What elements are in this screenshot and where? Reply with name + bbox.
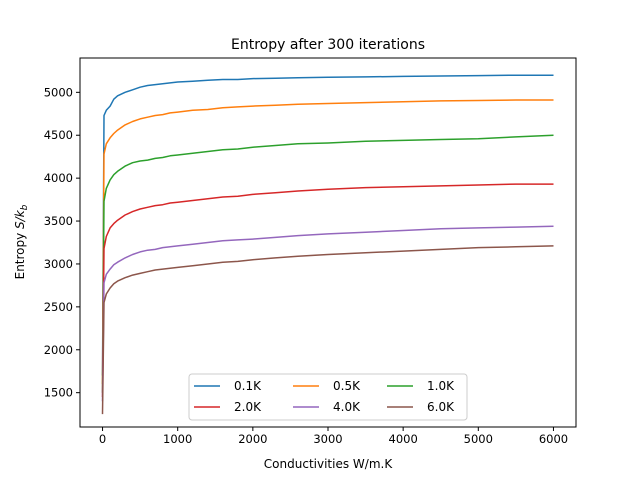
x-tick-label: 4000 [389,432,418,446]
y-axis-label-subscript: b [20,204,30,210]
legend-label: 1.0K [427,379,455,393]
x-tick-label: 5000 [464,432,493,446]
series-line-2-0k [101,183,554,398]
x-tick-label: 2000 [238,432,267,446]
y-axis-label-math: S/k [13,209,27,229]
series-line-6-0k [101,245,554,415]
x-axis-ticks: 0 1000 2000 3000 4000 5000 6000 [99,427,568,446]
legend-box [188,373,468,421]
legend: 0.1K 0.5K 1.0K 2.0K 4.0K 6.0K [188,373,468,421]
plot-area [80,58,576,427]
legend-label: 0.5K [333,379,361,393]
x-tick-label: 0 [99,432,106,446]
series-line-0-1k [101,74,554,376]
y-tick-label: 4500 [44,128,73,142]
legend-label: 2.0K [234,400,262,414]
y-tick-label: 3500 [44,214,73,228]
y-tick-label: 2000 [44,343,73,357]
y-tick-label: 1500 [44,386,73,400]
y-tick-label: 5000 [44,85,73,99]
x-axis-label: Conductivities W/m.K [264,457,394,471]
chart-title: Entropy after 300 iterations [231,37,425,53]
y-axis-label: Entropy S/kb [13,204,30,279]
y-tick-label: 4000 [44,171,73,185]
legend-label: 4.0K [333,400,361,414]
x-tick-label: 1000 [163,432,192,446]
y-axis-ticks: 1500 2000 2500 3000 3500 4000 4500 5000 [44,85,80,400]
x-tick-label: 3000 [313,432,342,446]
legend-label: 0.1K [234,379,262,393]
series-line-4-0k [101,225,554,402]
x-tick-label: 6000 [539,432,568,446]
series-line-1-0k [101,134,554,393]
y-tick-label: 2500 [44,300,73,314]
y-axis-label-prefix: Entropy [13,229,27,279]
y-tick-label: 3000 [44,257,73,271]
legend-label: 6.0K [427,400,455,414]
series-line-0-5k [101,99,554,385]
series-lines [101,74,554,415]
